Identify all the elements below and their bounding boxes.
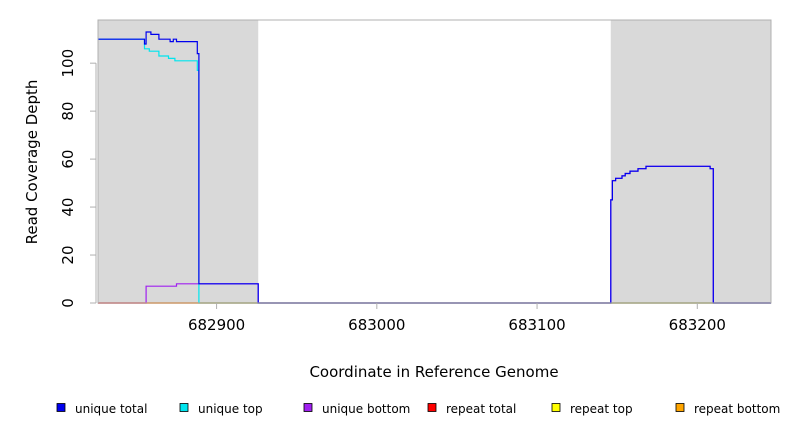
shaded-region-2 xyxy=(610,20,771,303)
legend-swatch xyxy=(551,403,561,412)
x-tick-label: 683000 xyxy=(348,316,405,334)
x-tick-label: 682900 xyxy=(188,316,245,334)
x-axis-title: Coordinate in Reference Genome xyxy=(309,363,558,381)
plot-frame xyxy=(97,19,772,304)
y-axis: 0 20 40 60 80 100 xyxy=(59,49,97,308)
legend-swatch xyxy=(303,403,313,412)
y-tick-label: 20 xyxy=(59,245,77,264)
legend-label: repeat total xyxy=(446,402,516,416)
legend-swatch xyxy=(427,403,437,412)
y-tick-label: 80 xyxy=(59,102,77,121)
y-axis-title: Read Coverage Depth xyxy=(23,80,41,245)
y-tick-label: 40 xyxy=(59,198,77,217)
legend-label: unique bottom xyxy=(322,402,410,416)
y-tick-label: 0 xyxy=(59,298,77,308)
legend-swatch xyxy=(179,403,189,412)
x-tick-label: 683200 xyxy=(669,316,726,334)
shaded-regions xyxy=(98,20,771,303)
legend-label: repeat top xyxy=(570,402,633,416)
legend-label: repeat bottom xyxy=(694,402,780,416)
x-axis: 682900 683000 683100 683200 xyxy=(188,303,726,334)
legend-label: unique total xyxy=(75,402,147,416)
legend-label: unique top xyxy=(198,402,263,416)
legend-swatch xyxy=(56,403,66,412)
legend-swatch xyxy=(675,403,685,412)
shaded-region-1 xyxy=(98,20,259,303)
y-tick-label: 100 xyxy=(59,49,77,78)
y-tick-label: 60 xyxy=(59,150,77,169)
x-tick-label: 683100 xyxy=(508,316,565,334)
legend: unique total unique top unique bottom repea… xyxy=(56,402,780,416)
